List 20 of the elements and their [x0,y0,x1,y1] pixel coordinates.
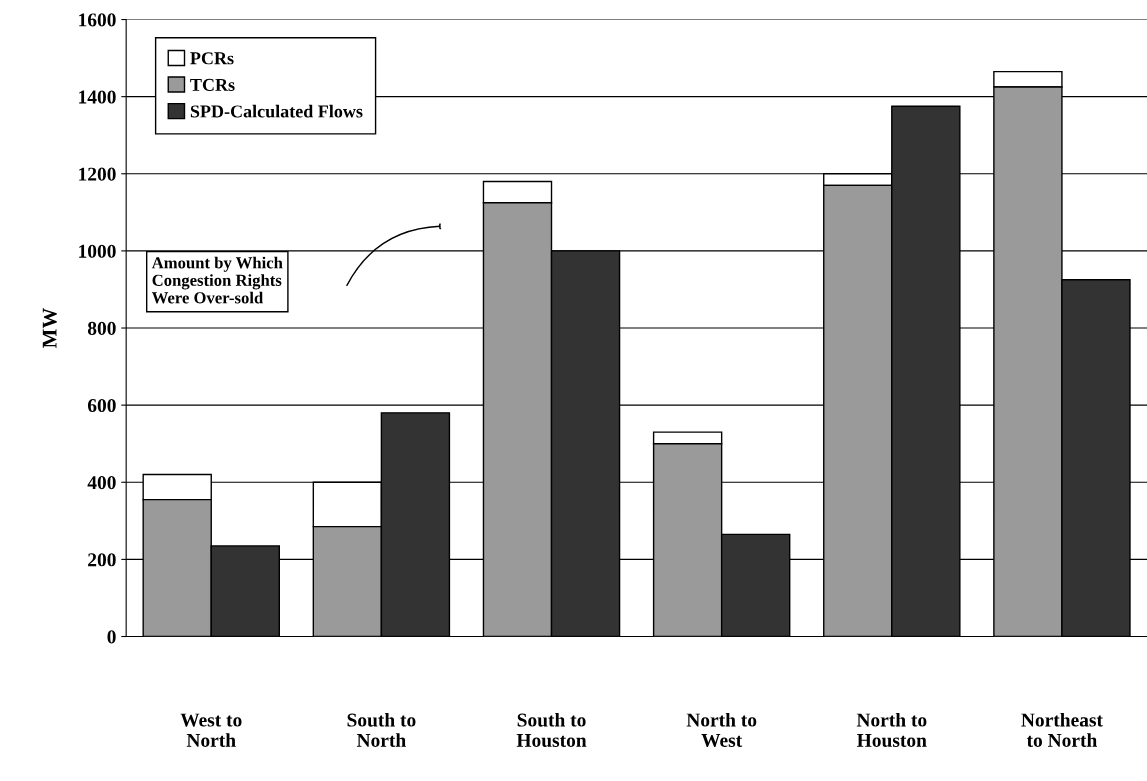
y-tick-label: 200 [88,553,116,567]
x-tick-label: South to Houston [516,712,587,747]
y-tick-label: 1000 [79,244,116,258]
legend-label: SPD-Calculated Flows [190,104,363,118]
y-tick-label: 1200 [79,167,116,181]
y-tick-label: 400 [87,476,116,490]
y-axis-title: MW [42,308,57,348]
legend-label: PCRs [190,52,234,65]
y-tick-label: 600 [87,398,116,413]
y-tick-label: 1400 [79,90,116,104]
y-tick-label: 0 [107,630,116,644]
y-tick-label: 1600 [79,13,116,27]
annotation: Amount by Which Congestion Rights Were Over-sold [151,256,283,304]
x-tick-label: North to West [686,712,757,748]
legend-label: TCRs [190,78,235,91]
x-tick-label: Northeast to North [1021,712,1103,747]
x-tick-label: South to North [347,712,416,747]
y-tick-label: 800 [87,321,116,335]
x-tick-label: West to North [180,713,242,747]
x-tick-label: North to Houston [856,712,927,747]
